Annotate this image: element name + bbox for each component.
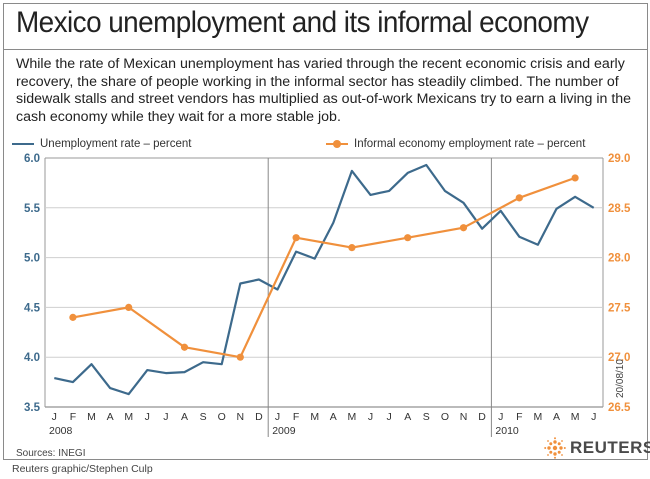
legend-informal-swatch xyxy=(326,139,348,148)
left-axis-tick-label: 6.0 xyxy=(24,153,40,165)
chart-frame: Mexico unemployment and its informal eco… xyxy=(3,3,650,460)
right-axis-tick-label: 27.5 xyxy=(608,302,631,314)
x-tick-label-month: D xyxy=(255,411,263,423)
x-tick-label-month: F xyxy=(293,411,299,423)
legend-informal-label: Informal economy employment rate – perce… xyxy=(354,138,586,150)
x-tick-label-month: M xyxy=(571,411,580,423)
x-tick-label-month: M xyxy=(534,411,543,423)
x-tick-label-month: M xyxy=(124,411,133,423)
x-tick-label-month: A xyxy=(181,411,188,423)
x-tick-label-month: J xyxy=(163,411,168,423)
x-tick-label-year: 2009 xyxy=(272,425,296,437)
x-tick-label-month: S xyxy=(423,411,430,423)
x-tick-label-year: 2010 xyxy=(495,425,519,437)
x-tick-label-month: J xyxy=(275,411,280,423)
x-tick-label-month: J xyxy=(52,411,57,423)
x-tick-label-month: J xyxy=(145,411,150,423)
x-tick-label-month: O xyxy=(218,411,226,423)
series-informal-point xyxy=(236,353,244,361)
series-informal-point xyxy=(69,313,77,321)
graphic-credit: Reuters graphic/Stephen Culp xyxy=(12,463,153,475)
chart-title: Mexico unemployment and its informal eco… xyxy=(16,6,589,39)
series-informal-point xyxy=(180,343,189,351)
series-informal-point xyxy=(292,234,300,242)
x-tick-label-month: S xyxy=(200,411,207,423)
line-chart: 3.5 4.0 4.5 5.0 5.5 6.0 26.5 27.0 27.5 28.0 28.5 29… xyxy=(24,153,631,437)
right-axis-tick-label: 28.0 xyxy=(608,253,630,265)
x-tick-label-month: M xyxy=(348,411,357,423)
series-informal-point xyxy=(459,224,468,232)
x-tick-label-month: J xyxy=(368,411,373,423)
source-note: Sources: INEGI xyxy=(16,448,86,459)
chart-description: While the rate of Mexican unemployment h… xyxy=(16,56,632,125)
left-axis-tick-label: 4.0 xyxy=(24,352,40,364)
left-axis-tick-label: 5.5 xyxy=(24,203,41,215)
x-tick-label-month: O xyxy=(441,411,449,423)
reuters-wordmark: REUTERS xyxy=(570,438,650,457)
right-axis-tick-label: 27.0 xyxy=(608,352,630,364)
x-tick-label-month: F xyxy=(70,411,76,423)
x-tick-label-month: A xyxy=(330,411,337,423)
x-tick-label-month: A xyxy=(553,411,560,423)
title-divider xyxy=(4,49,647,50)
series-informal-point xyxy=(571,174,579,182)
right-axis-tick-label: 28.5 xyxy=(608,203,631,215)
series-informal-line xyxy=(72,176,576,359)
x-tick-label-month: N xyxy=(460,411,468,423)
series-unemployment-line xyxy=(54,163,595,396)
series-informal-point xyxy=(348,244,356,252)
x-tick-label-month: A xyxy=(404,411,411,423)
x-tick-label-year: 2008 xyxy=(49,425,73,437)
left-axis-tick-label: 4.5 xyxy=(24,302,41,314)
x-tick-label-month: A xyxy=(107,411,114,423)
right-axis-tick-label: 29.0 xyxy=(608,153,630,165)
reuters-dots-icon xyxy=(544,437,566,459)
x-tick-label-month: M xyxy=(310,411,319,423)
x-tick-label-month: D xyxy=(478,411,486,423)
series-informal-point xyxy=(404,234,412,242)
date-stamp: 20/08/10 xyxy=(615,359,626,398)
x-tick-label-month: F xyxy=(516,411,522,423)
legend-unemployment: Unemployment rate – percent xyxy=(12,138,192,150)
reuters-logo: REUTERS xyxy=(544,437,650,459)
legend-informal: Informal economy employment rate – perce… xyxy=(326,138,585,150)
legend-unemployment-label: Unemployment rate – percent xyxy=(40,138,192,150)
left-axis-tick-label: 5.0 xyxy=(24,253,40,265)
left-axis-tick-label: 3.5 xyxy=(24,402,41,414)
x-tick-label-month: M xyxy=(87,411,96,423)
x-tick-label-month: J xyxy=(386,411,391,423)
series-informal-point xyxy=(125,303,133,311)
x-tick-label-month: N xyxy=(237,411,245,423)
legend-unemployment-swatch xyxy=(12,142,34,145)
x-tick-label-month: J xyxy=(591,411,596,423)
series-informal-point xyxy=(515,194,523,202)
x-tick-label-month: J xyxy=(498,411,503,423)
right-axis-tick-label: 26.5 xyxy=(608,402,631,414)
